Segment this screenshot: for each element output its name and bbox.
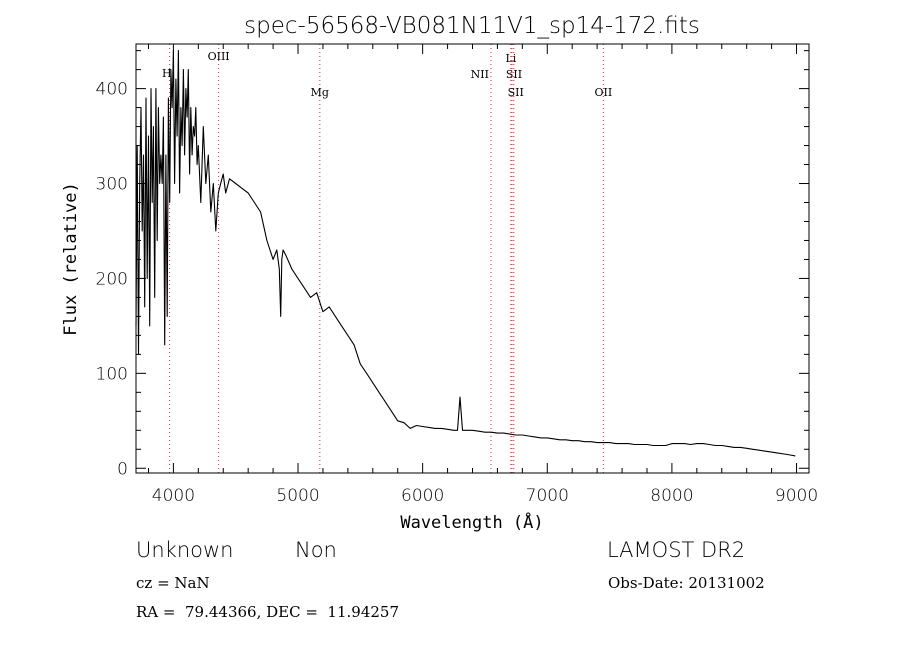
marker-label-oiii: OIII — [208, 50, 230, 63]
redshift-readout: cz = NaN — [136, 574, 210, 592]
y-tick-label: 200 — [96, 269, 128, 289]
spectrum-series — [135, 50, 796, 457]
y-tick-label: 300 — [96, 175, 128, 195]
y-tick-label: 400 — [96, 80, 128, 100]
coordinates: RA = 79.44366, DEC = 11.94257 — [136, 603, 400, 621]
y-axis-label: Flux (relative) — [61, 182, 81, 336]
chart-title: spec-56568-VB081N11V1_sp14-172.fits — [244, 13, 700, 39]
y-tick-label: 0 — [117, 459, 128, 479]
marker-label-li: Li — [505, 52, 516, 65]
marker-label-oii: OII — [595, 86, 613, 99]
marker-label-sii: SII — [508, 86, 524, 99]
plot-frame — [135, 43, 810, 474]
marker-label-h: H — [162, 67, 172, 80]
object-class: Unknown — [136, 538, 234, 562]
x-tick-label: 6000 — [401, 486, 444, 506]
spectral-line-markers: H OIII Mg NII Li SII SII OII — [162, 44, 612, 473]
marker-label-mg: Mg — [311, 86, 329, 99]
marker-label-sii: SII — [506, 68, 522, 81]
x-tick-label: 8000 — [650, 486, 693, 506]
obs-date: Obs-Date: 20131002 — [608, 574, 765, 592]
object-subclass: Non — [295, 538, 337, 562]
spectrum-line — [135, 50, 796, 457]
x-tick-label: 7000 — [526, 486, 569, 506]
x-tick-label: 4000 — [152, 486, 195, 506]
x-tick-label: 5000 — [276, 486, 319, 506]
marker-label-nii: NII — [471, 68, 489, 81]
x-tick-label: 9000 — [775, 486, 818, 506]
axes: 4000 5000 6000 7000 8000 9000 0 100 200 300 400 — [96, 44, 818, 506]
x-axis-label: Wavelength (Å) — [400, 511, 543, 533]
y-tick-label: 100 — [96, 364, 128, 384]
survey-name: LAMOST DR2 — [607, 538, 746, 562]
